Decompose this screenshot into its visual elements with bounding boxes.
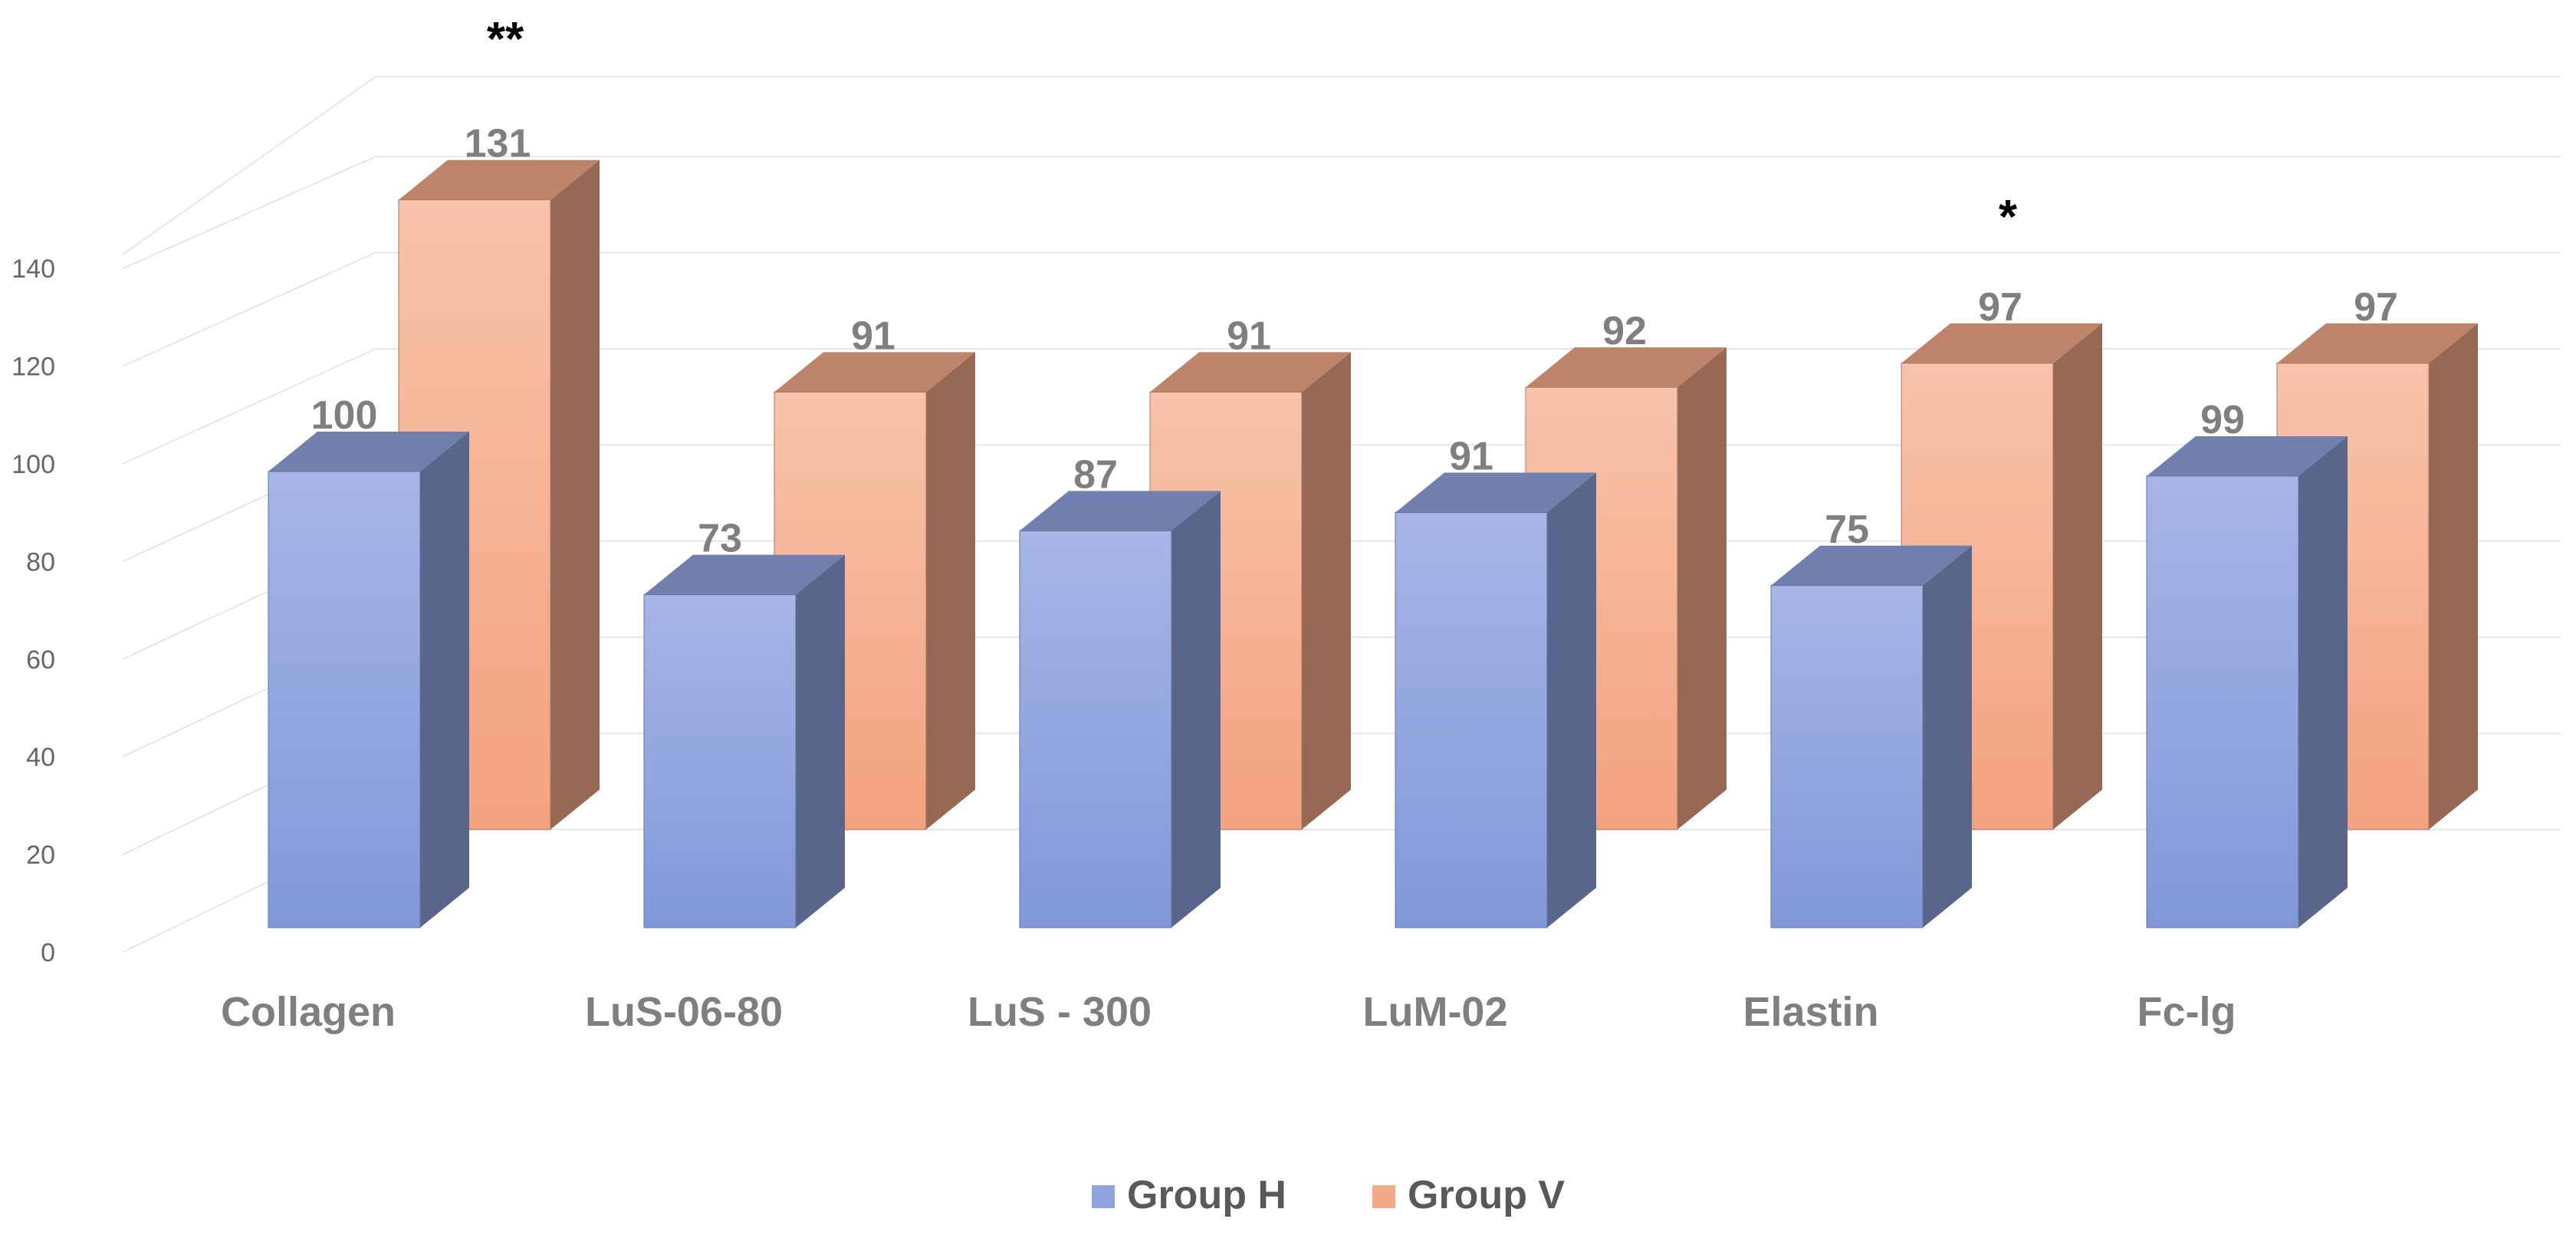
group-h-bar-front [643,594,797,928]
y-axis: 0 20 40 60 80 100 120 140 [12,255,55,968]
group-v-data-label: 92 [1602,309,1647,353]
y-tick-label: 60 [26,646,55,675]
group-h-bar-front [268,471,421,928]
group-h-bar-side [796,554,845,928]
y-tick-label: 80 [26,547,55,577]
group-h-bar-front [1395,512,1548,928]
group-h-data-label: 73 [698,517,742,561]
legend-swatch [1372,1185,1395,1208]
group-v-data-label: 97 [2354,285,2398,330]
group-v-bar-side [1677,347,1727,830]
group-h-bar [2146,435,2348,928]
group-v-bar-top [1901,323,2102,363]
group-h-bar-top [1395,472,1596,513]
group-v-data-label: 91 [851,314,895,358]
group-h-bar-side [2298,435,2348,928]
significance-marker: * [1999,191,2018,244]
group-v-bar-top [399,159,600,200]
group-v-bar-top [774,352,975,393]
y-tick-label: 40 [26,743,55,772]
group-h-bar-side [1923,545,1972,928]
group-h-data-label: 75 [1825,508,1869,552]
group-v-data-label: 131 [465,122,531,166]
group-h-data-label: 99 [2200,398,2245,442]
group-h-bar-front [1770,585,1924,928]
group-h-bar-top [2147,435,2348,476]
group-v-bar-top [1150,352,1351,393]
legend-label: Group V [1408,1173,1565,1217]
group-h-bar [268,432,469,928]
group-h-bar-top [1771,545,1972,586]
y-tick-label: 120 [12,353,55,382]
group-v-data-label: 91 [1227,314,1271,358]
x-tick-label: LuS-06-80 [585,989,783,1035]
legend-label: Group H [1127,1173,1286,1217]
gridline-diagonal [122,348,376,465]
group-v-data-label: 97 [1978,285,2022,330]
group-v-bar-side [926,352,975,830]
legend-swatch [1092,1185,1115,1208]
gridline-diagonal [122,251,376,367]
y-tick-label: 0 [41,938,55,968]
group-h-bar [1770,545,1972,928]
x-tick-label: Elastin [1743,989,1878,1035]
group-h-bar [1019,491,1221,928]
y-tick-label: 20 [26,841,55,870]
group-h-data-label: 100 [311,393,378,438]
x-tick-label: LuS - 300 [968,989,1152,1035]
group-h-bar-front [1019,530,1172,928]
group-v-bar-side [2429,323,2478,830]
group-h-bar-side [420,432,469,928]
x-tick-label: Collagen [221,989,396,1035]
group-h-bar-front [2146,475,2299,928]
group-h-bar-top [1020,491,1221,531]
gridline-diagonal [122,156,376,270]
group-v-bar-top [1526,347,1727,388]
x-tick-label: Fc-lg [2137,989,2236,1035]
group-h-data-label: 87 [1073,452,1118,497]
y-tick-label: 140 [12,255,55,284]
group-v-bar-side [2053,323,2102,830]
y-tick-label: 100 [12,450,55,479]
group-h-bar-top [644,554,845,595]
group-v-bar-side [550,159,600,830]
group-h-bar-top [268,432,469,471]
group-h-bar [1395,472,1596,928]
x-tick-label: LuM-02 [1363,989,1508,1035]
legend: Group H Group V [1092,1173,1565,1217]
group-h-bar [643,554,845,928]
group-h-data-label: 91 [1449,435,1493,479]
group-v-bar-side [1302,352,1351,830]
gridline-diagonal [122,76,376,255]
group-h-bar-side [1171,491,1221,928]
x-axis: Collagen LuS-06-80 LuS - 300 LuM-02 Elastin F… [221,989,2236,1035]
significance-marker: ** [487,13,524,66]
group-v-bar-top [2277,323,2478,363]
group-h-bar-side [1547,472,1596,928]
